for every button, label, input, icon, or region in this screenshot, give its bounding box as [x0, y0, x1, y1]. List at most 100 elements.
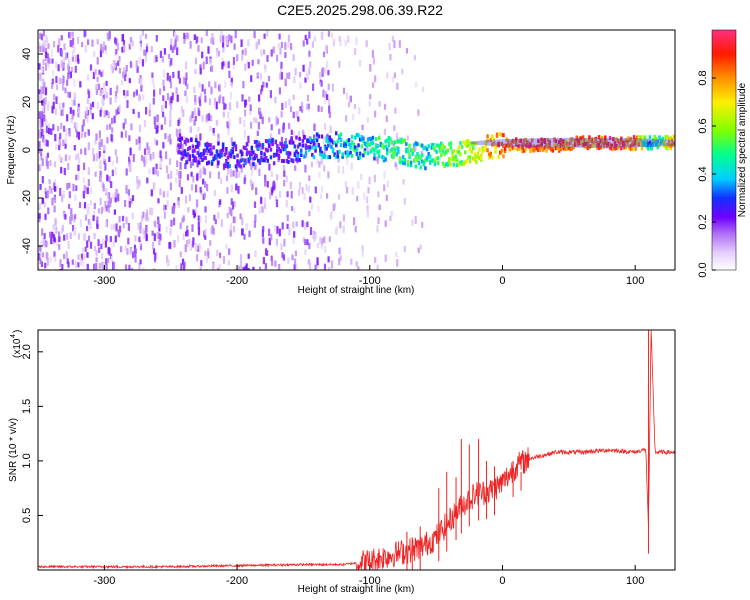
spectrogram-noise-cell [80, 258, 83, 266]
spectrogram-ridge-cell [314, 148, 317, 153]
spectrogram-ridge-cell [588, 135, 591, 140]
spectrogram-noise-cell [109, 197, 112, 204]
spectrogram-noise-cell [280, 41, 283, 48]
spectrogram-noise-cell [415, 82, 418, 88]
figure-title: C2E5.2025.298.06.39.R22 [277, 2, 443, 18]
spectrogram-noise-cell [204, 215, 207, 224]
spectrogram-noise-cell [303, 193, 306, 200]
spectrogram-noise-cell [197, 215, 200, 222]
spectrogram-ridge-cell [295, 149, 298, 154]
spectrogram-ridge-cell [532, 148, 535, 153]
spectrogram-ridge-cell [343, 140, 346, 145]
spectrogram-ridge-cell [255, 154, 258, 159]
spectrogram-ridge-cell [296, 154, 300, 159]
spectrogram-ridge-cell [198, 160, 201, 165]
spectrogram-noise-cell [175, 169, 179, 176]
spectrogram-noise-cell [291, 206, 294, 212]
spectrogram-noise-cell [174, 32, 177, 39]
spectrogram-ridge-cell [430, 145, 434, 150]
spectrogram-noise-cell [353, 103, 356, 110]
spectrogram-noise-cell [228, 70, 231, 78]
spectrogram-noise-cell [101, 89, 104, 96]
spectrogram-ridge-cell [346, 153, 349, 158]
spectrogram-noise-cell [109, 87, 112, 96]
spectrogram-ridge-cell [188, 154, 191, 159]
spectrogram-noise-cell [148, 146, 151, 154]
snr-x-tick-label: 0 [499, 575, 505, 587]
spectrogram-ridge-cell [615, 136, 618, 141]
spectrogram-noise-cell [143, 119, 146, 127]
spectrogram-ridge-cell [393, 140, 397, 145]
spectrogram-noise-cell [240, 39, 243, 47]
spectrogram-noise-cell [184, 195, 188, 204]
spectrogram-noise-cell [205, 56, 208, 65]
spectrogram-noise-cell [197, 147, 200, 153]
spectrogram-ridge-cell [470, 149, 473, 154]
spectrogram-noise-cell [43, 114, 46, 122]
spectrogram-noise-cell [411, 219, 414, 226]
spectrogram-ridge-cell [538, 148, 542, 152]
spectrogram-ridge-cell [562, 143, 566, 148]
spectrogram-noise-cell [300, 101, 304, 110]
spectrogram-noise-cell [89, 221, 92, 229]
spectrogram-ridge-cell [320, 150, 324, 155]
spectrogram-noise-cell [275, 116, 278, 124]
spectrogram-noise-cell [166, 199, 169, 207]
spectrogram-noise-cell [264, 174, 267, 182]
spectrogram-ridge-cell [284, 146, 287, 151]
spectrogram-noise-cell [104, 240, 107, 248]
spectrogram-ridge-cell [585, 144, 588, 149]
spectrogram-ridge-cell [279, 149, 282, 154]
spectrogram-ridge-cell [505, 143, 508, 148]
spectrogram-ridge-cell [347, 152, 351, 157]
spectrogram-noise-cell [248, 96, 251, 102]
spectrogram-ridge-cell [518, 139, 521, 144]
spectrogram-ridge-cell [295, 157, 298, 162]
spectrogram-ridge-cell [623, 145, 626, 150]
spectrogram-ridge-cell [561, 139, 564, 143]
spectrogram-noise-cell [71, 31, 74, 37]
spectrogram-ridge-cell [300, 153, 303, 157]
spectrogram-noise-cell [39, 202, 42, 209]
spectrogram-noise-cell [304, 249, 307, 256]
spectrogram-noise-cell [152, 248, 156, 255]
spectrogram-noise-cell [99, 197, 102, 206]
spectrogram-noise-cell [92, 210, 96, 217]
spectrogram-ridge-cell [546, 143, 550, 147]
spectrogram-ridge-cell [338, 149, 341, 154]
spectrogram-noise-cell [72, 225, 75, 232]
spectrogram-noise-cell [197, 227, 201, 236]
spectrogram-noise-cell [148, 108, 151, 117]
spectrogram-ridge-cell [344, 141, 348, 146]
spectrogram-ridge-cell [403, 157, 406, 162]
spectrogram-ridge-cell [202, 148, 206, 153]
spectrogram-noise-cell [226, 187, 229, 194]
spectrogram-noise-cell [126, 90, 129, 97]
spectrogram-noise-cell [124, 130, 128, 138]
colorbar-tick-label: 0.4 [697, 166, 709, 181]
spectrogram-ridge-cell [247, 159, 250, 164]
spectrogram-noise-cell [283, 170, 286, 177]
spectrogram-noise-cell [318, 161, 321, 168]
spectrogram-noise-cell [421, 86, 424, 93]
spectrogram-noise-cell [84, 132, 87, 138]
spectrogram-noise-cell [235, 172, 238, 179]
spectrogram-noise-cell [229, 102, 232, 111]
spectrogram-noise-cell [263, 49, 266, 55]
spectrogram-noise-cell [42, 98, 45, 107]
spectrogram-ridge-cell [494, 145, 497, 150]
spectrogram-noise-cell [353, 217, 356, 226]
spectrogram-noise-cell [389, 215, 392, 222]
spectrogram-ridge-cell [347, 138, 351, 143]
spectrogram-noise-cell [72, 109, 75, 117]
spectrogram-noise-cell [108, 156, 111, 162]
spectrogram-noise-cell [402, 179, 405, 185]
spectrogram-noise-cell [197, 126, 200, 132]
spectrogram-noise-cell [60, 60, 63, 68]
spectrogram-ridge-cell [511, 145, 515, 150]
spectrogram-noise-cell [62, 102, 65, 108]
spectrogram-ridge-cell [650, 146, 653, 151]
spectrogram-ridge-cell [422, 162, 426, 167]
spectrogram-noise-cell [96, 216, 99, 225]
spectrogram-noise-cell [246, 59, 249, 66]
